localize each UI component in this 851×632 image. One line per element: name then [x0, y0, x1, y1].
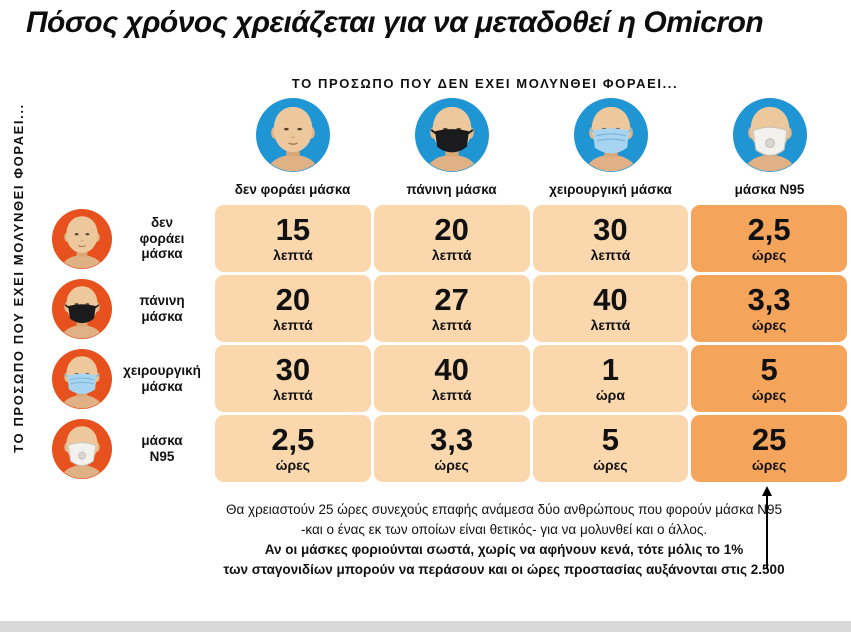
column-label: δεν φοράει μάσκα — [234, 182, 351, 197]
time-cell: 25 ώρες — [691, 415, 847, 482]
time-unit: ώρες — [751, 317, 787, 333]
time-cell: 30 λεπτά — [215, 345, 371, 412]
time-cell: 27 λεπτά — [373, 275, 530, 342]
time-cell: 2,5 ώρες — [691, 205, 847, 272]
time-unit: ώρες — [275, 457, 311, 473]
column-header-surgical-mask: χειρουργική μάσκα — [533, 98, 688, 197]
column-header-cloth-mask: πάνινη μάσκα — [374, 98, 529, 197]
row-label: χειρουργική μάσκα — [123, 362, 201, 394]
time-unit: λεπτά — [273, 247, 313, 263]
time-unit: ώρες — [751, 387, 787, 403]
time-cell: 3,3 ώρες — [373, 415, 530, 482]
time-value: 40 — [593, 282, 628, 317]
footnote-bold-text: Αν οι μάσκες φοριούνται σωστά, χωρίς να … — [223, 541, 785, 577]
time-unit: ώρες — [434, 457, 469, 473]
row-label: δεν φοράει μάσκα — [139, 215, 185, 262]
row-label: μάσκα N95 — [141, 432, 183, 464]
face-surgical-mask-icon — [573, 98, 648, 172]
face-n95-mask-icon — [52, 418, 112, 479]
column-label: πάνινη μάσκα — [406, 182, 497, 197]
time-cell: 15 λεπτά — [215, 205, 371, 272]
time-cell: 40 λεπτά — [532, 275, 689, 342]
column-label: χειρουργική μάσκα — [549, 182, 672, 197]
time-unit: ώρες — [593, 457, 628, 473]
row-header-no-mask: δεν φοράει μάσκα — [52, 205, 212, 272]
time-value: 5 — [760, 352, 778, 387]
footnote-text: Θα χρειαστούν 25 ώρες συνεχούς επαφής αν… — [225, 502, 783, 537]
face-cloth-mask-icon — [414, 98, 489, 172]
time-cell: 5 ώρες — [532, 415, 689, 482]
time-value: 30 — [275, 352, 311, 387]
time-cell: 1 ώρα — [532, 345, 689, 412]
time-unit: ώρα — [595, 387, 625, 403]
time-value: 1 — [601, 352, 619, 387]
face-cloth-mask-icon — [52, 278, 112, 339]
time-cell: 2,5 ώρες — [215, 415, 371, 482]
infected-person-axis-label: ΤΟ ΠΡΟΣΩΠΟ ΠΟΥ ΕΧΕΙ ΜΟΛΥΝΘΕΙ ΦΟΡΑΕΙ... — [11, 103, 26, 453]
time-cell: 40 λεπτά — [373, 345, 530, 412]
time-value: 20 — [275, 282, 311, 317]
time-unit: λεπτά — [590, 247, 631, 263]
time-unit: λεπτά — [590, 317, 631, 333]
face-no-mask-icon — [255, 98, 330, 172]
face-n95-mask-icon — [732, 98, 807, 172]
time-value: 5 — [601, 422, 619, 457]
face-surgical-mask-icon — [52, 348, 112, 409]
row-header-n95-mask: μάσκα N95 — [52, 415, 212, 482]
time-value: 25 — [751, 422, 787, 457]
time-cell: 20 λεπτά — [215, 275, 371, 342]
time-value: 30 — [593, 212, 628, 247]
row-headers: δεν φοράει μάσκα πάνινη μάσκα χειρουργικ… — [52, 205, 212, 485]
time-cell: 20 λεπτά — [373, 205, 530, 272]
time-value: 2,5 — [271, 422, 315, 457]
time-unit: λεπτά — [431, 247, 472, 263]
time-cell: 3,3 ώρες — [691, 275, 847, 342]
footnote: Θα χρειαστούν 25 ώρες συνεχούς επαφής αν… — [215, 500, 793, 580]
time-unit: λεπτά — [431, 387, 472, 403]
time-cell: 30 λεπτά — [532, 205, 689, 272]
row-header-cloth-mask: πάνινη μάσκα — [52, 275, 212, 342]
row-label: πάνινη μάσκα — [139, 292, 185, 324]
time-cell: 5 ώρες — [691, 345, 847, 412]
time-value: 3,3 — [747, 282, 791, 317]
time-value: 15 — [275, 212, 311, 247]
column-header-no-mask: δεν φοράει μάσκα — [215, 98, 370, 197]
row-header-surgical-mask: χειρουργική μάσκα — [52, 345, 212, 412]
time-grid: 15 λεπτά 20 λεπτά 30 λεπτά 2,5 ώρες 20 λ… — [215, 205, 847, 482]
time-value: 2,5 — [747, 212, 791, 247]
page-title: Πόσος χρόνος χρειάζεται για να μεταδοθεί… — [26, 6, 764, 39]
time-unit: ώρες — [751, 457, 787, 473]
column-headers: δεν φοράει μάσκα πάνινη μάσκα χειρουργικ… — [215, 98, 847, 197]
time-value: 27 — [434, 282, 469, 317]
time-unit: λεπτά — [273, 317, 313, 333]
time-unit: λεπτά — [431, 317, 472, 333]
uninfected-person-axis-label: ΤΟ ΠΡΟΣΩΠΟ ΠΟΥ ΔΕΝ ΕΧΕΙ ΜΟΛΥΝΘΕΙ ΦΟΡΑΕΙ.… — [291, 76, 679, 91]
arrow-up-icon — [762, 486, 772, 569]
time-value: 40 — [434, 352, 469, 387]
page-bottom-edge — [0, 621, 851, 632]
time-unit: λεπτά — [273, 387, 313, 403]
time-unit: ώρες — [751, 247, 787, 263]
column-header-n95-mask: μάσκα N95 — [692, 98, 847, 197]
column-label: μάσκα N95 — [734, 182, 805, 197]
time-value: 20 — [434, 212, 469, 247]
time-value: 3,3 — [430, 422, 474, 457]
face-no-mask-icon — [52, 208, 112, 269]
